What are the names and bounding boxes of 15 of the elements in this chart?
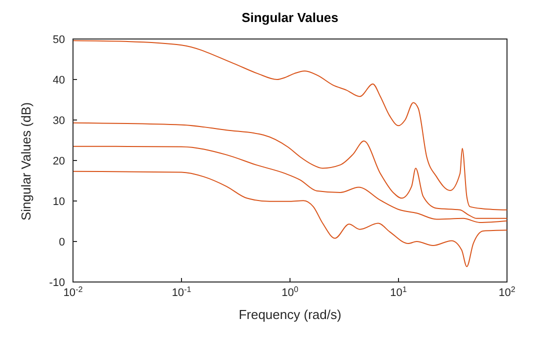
x-axis-title: Frequency (rad/s): [238, 307, 342, 322]
y-tick-label: -10: [49, 277, 65, 289]
y-tick-label: 50: [52, 34, 65, 46]
x-tick-label: 10$^{0}$: [282, 284, 299, 299]
x-tick-label: 10$^{1}$: [390, 284, 408, 299]
y-tick-label: 40: [52, 74, 65, 86]
y-axis-title: Singular Values (dB): [18, 102, 34, 220]
y-tick-label: 20: [52, 156, 65, 168]
chart-title: Singular Values: [240, 9, 340, 27]
x-tick-label: 10$^{-2}$: [63, 284, 84, 299]
y-tick-label: 0: [58, 236, 65, 248]
y-tick-label: 30: [52, 115, 65, 127]
x-tick-label: 10$^{2}$: [498, 284, 516, 299]
x-tick-label: 10$^{-1}$: [172, 284, 192, 299]
y-tick-label: 10: [52, 196, 65, 208]
